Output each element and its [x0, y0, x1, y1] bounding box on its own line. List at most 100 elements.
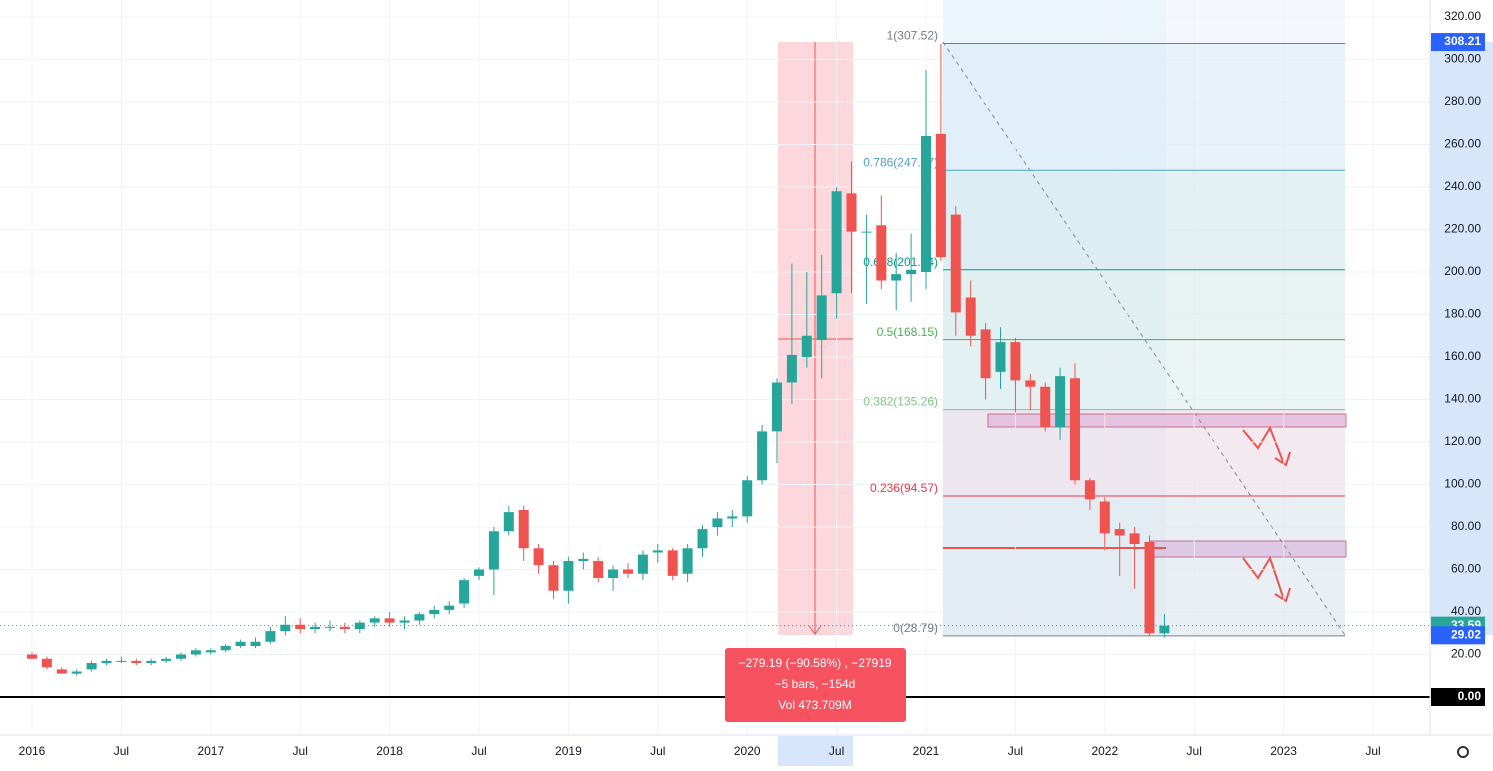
candle-body — [369, 618, 380, 623]
candle-body — [921, 136, 931, 272]
candle-body — [652, 550, 663, 553]
candle-body — [578, 558, 589, 561]
candle-body — [682, 548, 693, 574]
candle-body — [146, 660, 157, 663]
fib-label: 0.786(247.87) — [863, 155, 938, 169]
x-tick-label: Jul — [1365, 744, 1380, 758]
candle-body — [1040, 386, 1051, 428]
price-label: 29.02 — [1451, 628, 1481, 642]
fib-label: 1(307.52) — [887, 29, 938, 43]
candle-body — [1129, 533, 1140, 544]
candle-body — [965, 297, 976, 336]
price-label: 0.00 — [1458, 689, 1482, 703]
candle-body — [1114, 529, 1125, 536]
price-label: 308.21 — [1444, 34, 1481, 48]
candle-body — [190, 650, 201, 655]
x-tick-label: 2018 — [376, 744, 403, 758]
x-tick-label: Jul — [293, 744, 308, 758]
price-label-box — [1431, 688, 1485, 706]
candle-body — [637, 554, 648, 574]
x-tick-label: Jul — [650, 744, 665, 758]
candle-body — [846, 193, 857, 232]
measure-arrowhead — [808, 625, 822, 635]
candle-body — [86, 663, 97, 670]
candle-body — [742, 480, 753, 517]
candle-body — [101, 660, 112, 663]
candle-body — [906, 269, 917, 275]
candle-body — [41, 658, 52, 668]
x-tick-label: Jul — [114, 744, 129, 758]
candle-body — [533, 548, 544, 566]
candles — [27, 43, 1170, 676]
axes: 20.00 40.00 60.00 80.00 100.00 120.00 140.00 16… — [19, 9, 1485, 758]
x-tick-label: 2023 — [1270, 744, 1297, 758]
candle-body — [56, 669, 67, 674]
candle-body — [518, 510, 529, 549]
candle-body — [339, 626, 350, 629]
fib-band — [943, 170, 1345, 270]
candle-body — [459, 580, 470, 604]
y-tick-label: 280.00 — [1444, 94, 1481, 108]
measure-text: −279.19 (−90.58%) , −27919 — [738, 656, 891, 670]
candle-body — [176, 654, 186, 659]
x-tick-label: Jul — [829, 744, 844, 758]
candle-body — [27, 654, 37, 659]
candle-body — [1084, 480, 1095, 500]
time-axis — [0, 735, 1493, 766]
candle-body — [563, 561, 574, 591]
candle-body — [235, 641, 246, 646]
candle-body — [205, 650, 216, 653]
candle-body — [861, 231, 872, 233]
fib-band — [943, 339, 1345, 410]
settings-icon[interactable] — [1457, 746, 1469, 758]
candle-body — [667, 550, 678, 576]
x-tick-label: 2022 — [1091, 744, 1118, 758]
x-tick-label: 2021 — [913, 744, 940, 758]
candle-body — [995, 342, 1006, 372]
candle-body — [816, 295, 827, 340]
x-tick-label: 2019 — [555, 744, 582, 758]
candle-body — [712, 518, 723, 527]
candle-body — [608, 569, 619, 578]
candle-body — [310, 626, 321, 629]
candle-body — [801, 335, 812, 357]
x-tick-label: 2020 — [734, 744, 761, 758]
candle-body — [161, 658, 172, 661]
candle-body — [384, 618, 395, 623]
candle-body — [474, 569, 484, 576]
y-tick-label: 260.00 — [1444, 137, 1481, 151]
price-axis-highlight — [1430, 42, 1493, 635]
y-tick-label: 60.00 — [1451, 562, 1481, 576]
candle-body — [772, 382, 782, 432]
candle-body — [71, 671, 82, 674]
candle-body — [623, 569, 633, 574]
candle-body — [727, 516, 738, 519]
candle-body — [593, 561, 604, 578]
candle-body — [429, 609, 440, 615]
candle-body — [444, 605, 455, 610]
price-label-box — [1431, 33, 1485, 52]
fib-band — [943, 43, 1345, 171]
candle-body — [1070, 378, 1080, 481]
measure-text: Vol 473.709M — [778, 698, 851, 712]
candle-body — [935, 133, 946, 258]
candle-body — [548, 565, 559, 591]
candle-body — [980, 329, 991, 379]
candle-body — [831, 191, 842, 294]
candle-body — [1144, 541, 1155, 634]
x-tick-label: 2017 — [197, 744, 224, 758]
candle-body — [220, 646, 231, 651]
fib-band — [943, 496, 1345, 636]
y-tick-label: 240.00 — [1444, 179, 1481, 193]
candle-body — [131, 660, 142, 663]
candle-body — [399, 620, 410, 623]
measure-text: −5 bars, −154d — [775, 677, 856, 691]
y-tick-label: 80.00 — [1451, 519, 1481, 533]
candle-body — [876, 225, 887, 281]
candle-body — [414, 614, 425, 621]
measure-label — [725, 648, 906, 722]
candle-body — [116, 660, 127, 662]
fib-range — [943, 0, 1166, 635]
arrow — [1242, 555, 1291, 603]
